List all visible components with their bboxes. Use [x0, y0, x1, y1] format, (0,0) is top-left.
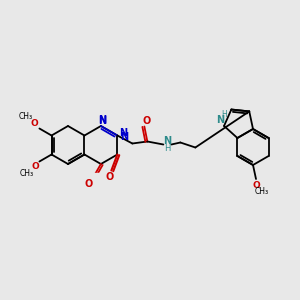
Text: O: O [105, 172, 113, 182]
Text: N: N [119, 128, 128, 139]
Text: CH₃: CH₃ [20, 169, 34, 178]
Text: N: N [120, 131, 128, 142]
Text: CH₃: CH₃ [255, 188, 269, 196]
Text: O: O [32, 162, 39, 171]
Text: N: N [216, 115, 224, 125]
Text: O: O [142, 116, 151, 125]
Text: H: H [221, 110, 227, 119]
Text: CH₃: CH₃ [18, 112, 32, 121]
Text: H: H [164, 144, 171, 153]
Text: O: O [252, 181, 260, 190]
Text: N: N [98, 116, 106, 126]
Text: N: N [98, 115, 106, 125]
Text: N: N [163, 136, 171, 146]
Text: O: O [31, 119, 38, 128]
Text: O: O [85, 179, 93, 189]
